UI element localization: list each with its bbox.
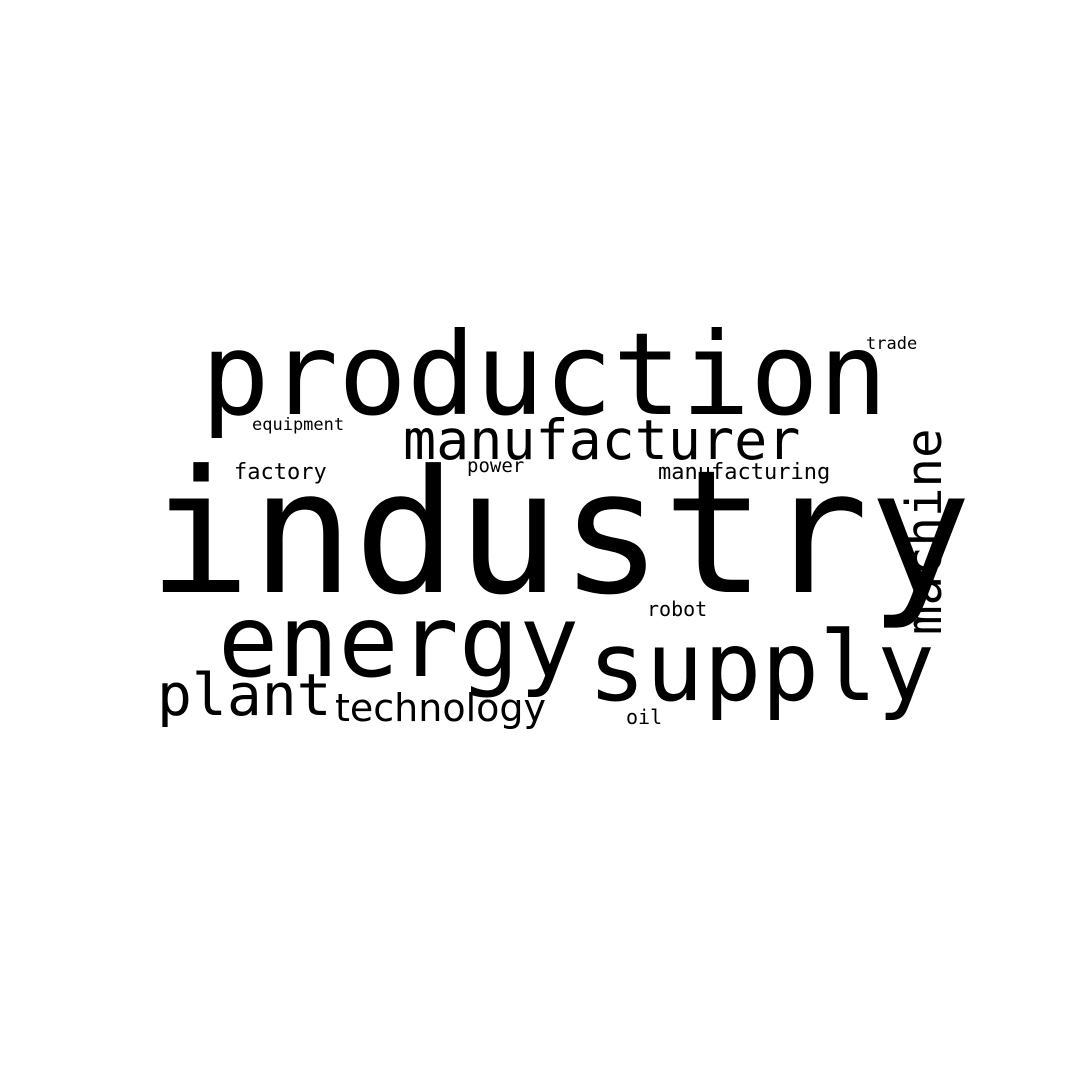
word-supply: supply [588, 619, 935, 715]
word-technology: technology [335, 689, 546, 727]
word-trade: trade [866, 336, 917, 353]
word-machine: machine [900, 428, 949, 635]
word-plant: plant [157, 666, 332, 724]
word-equipment: equipment [252, 417, 344, 434]
word-oil: oil [626, 707, 662, 727]
